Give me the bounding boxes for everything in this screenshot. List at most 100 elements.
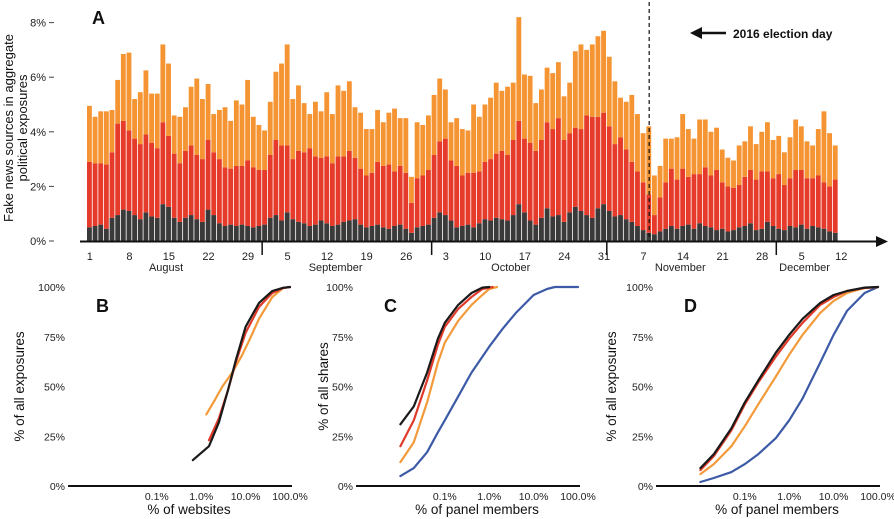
bar-red: [426, 170, 431, 225]
bar-dark: [719, 228, 725, 241]
y-tick-label: 75%: [632, 332, 653, 344]
bar-dark: [533, 224, 539, 241]
bar-orange: [188, 86, 194, 146]
x-tick-label: 5: [285, 251, 291, 263]
y-tick-label: 0%: [638, 481, 653, 493]
bar-orange: [612, 81, 618, 145]
bar-orange: [652, 175, 657, 216]
bar-dark: [284, 212, 290, 241]
bar-dark: [601, 204, 606, 241]
x-axis-arrowhead: [876, 236, 888, 247]
bar-orange: [476, 116, 482, 172]
bar-orange: [324, 92, 330, 157]
bar-orange: [454, 118, 460, 166]
bar-red: [279, 145, 284, 221]
bar-red: [685, 176, 691, 225]
bar-red: [482, 161, 488, 220]
bar-orange: [516, 17, 522, 121]
bar-red: [606, 126, 612, 211]
y-tick-label: 25%: [332, 431, 353, 443]
bar-red: [262, 170, 267, 225]
x-tick-label: 100.0%: [560, 491, 596, 503]
bar-dark: [194, 219, 200, 241]
bar-dark: [273, 215, 279, 241]
bar-dark: [691, 228, 697, 241]
bar-red: [595, 116, 601, 209]
bar-dark: [572, 206, 578, 241]
bar-red: [386, 164, 392, 229]
bar-red: [702, 167, 708, 226]
bar-red: [827, 186, 832, 232]
bar-red: [256, 170, 262, 226]
bar-orange: [307, 114, 313, 149]
bar-red: [442, 138, 448, 216]
bar-dark: [154, 217, 160, 241]
bar-orange: [386, 112, 392, 165]
bar-dark: [346, 220, 352, 241]
bar-orange: [527, 75, 533, 143]
bar-red: [250, 167, 256, 228]
x-tick-label: 5: [799, 251, 805, 263]
bar-orange: [567, 82, 573, 134]
bar-dark: [262, 224, 267, 241]
bar-orange: [183, 107, 188, 151]
bar-orange: [92, 116, 98, 164]
bar-red: [392, 171, 397, 226]
bar-orange: [493, 82, 499, 154]
series-line-blue: [399, 285, 580, 478]
x-tick-label: 10.0%: [231, 491, 261, 503]
bar-orange: [623, 101, 629, 150]
bar-dark: [392, 225, 397, 241]
y-axis-label: % of all exposures: [604, 331, 619, 442]
bar-dark: [239, 224, 245, 241]
bar-dark: [635, 225, 640, 241]
bar-red: [137, 144, 143, 220]
bar-orange: [691, 138, 697, 175]
bar-dark: [222, 225, 228, 241]
bar-red: [149, 142, 154, 217]
bar-red: [804, 178, 810, 229]
bar-orange: [685, 129, 691, 177]
bar-dark: [380, 227, 386, 241]
bar-dark: [448, 220, 454, 241]
bar-dark: [510, 215, 516, 241]
bar-dark: [397, 224, 403, 241]
bar-dark: [318, 220, 324, 241]
y-tick-label: 50%: [632, 382, 653, 394]
bar-dark: [426, 224, 431, 241]
bar-orange: [759, 131, 765, 172]
bar-orange: [459, 129, 465, 176]
panel-d: 0% 25% 50% 75% 100% 0.1% 1.0% 10.0% 100.0% % of p…: [604, 282, 894, 517]
bar-dark: [358, 224, 364, 241]
bar-red: [770, 178, 776, 226]
bar-red: [448, 160, 454, 221]
month-label: September: [309, 262, 363, 274]
bar-orange: [618, 97, 623, 138]
panel-letter: D: [684, 296, 697, 316]
bar-orange: [98, 111, 104, 164]
bar-dark: [623, 219, 629, 241]
bar-red: [561, 139, 567, 222]
bar-dark: [313, 224, 318, 241]
bar-orange: [731, 160, 736, 188]
bar-red: [652, 215, 657, 235]
x-tick-label: 0.1%: [733, 491, 757, 503]
bar-orange: [420, 124, 426, 176]
bar-dark: [606, 210, 612, 241]
bar-orange: [442, 89, 448, 139]
bar-red: [397, 165, 403, 225]
x-tick-label: 0.1%: [145, 491, 169, 503]
bar-dark: [471, 227, 477, 241]
bar-red: [544, 122, 550, 209]
bar-red: [714, 170, 719, 231]
bar-dark: [324, 223, 330, 241]
bar-dark: [98, 224, 104, 241]
bar-dark: [476, 223, 482, 241]
bar-orange: [414, 122, 420, 179]
y-axis-label: political exposures: [15, 74, 30, 181]
bar-orange: [369, 129, 375, 173]
bar-dark: [708, 227, 714, 241]
bar-orange: [719, 149, 725, 183]
bar-dark: [149, 216, 154, 241]
bar-red: [307, 148, 313, 226]
